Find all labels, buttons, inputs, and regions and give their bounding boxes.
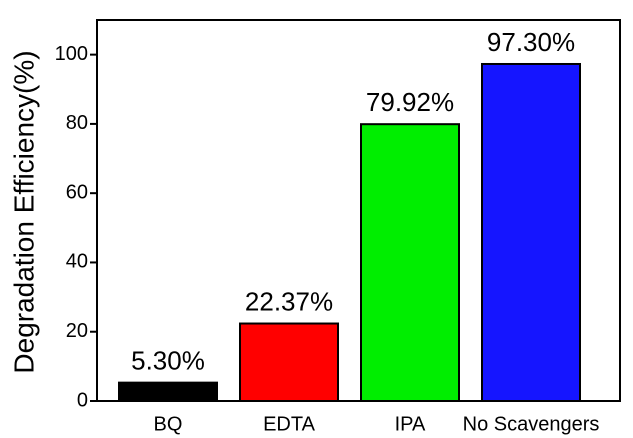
x-tick-label: EDTA	[263, 413, 316, 435]
value-label: 22.37%	[245, 286, 333, 316]
value-label: 97.30%	[487, 27, 575, 57]
y-tick-label: 20	[66, 320, 88, 342]
value-label: 5.30%	[131, 346, 205, 376]
y-tick-label: 60	[66, 181, 88, 203]
bar	[360, 123, 460, 402]
value-label: 79.92%	[366, 87, 454, 117]
y-tick-label: 0	[77, 389, 88, 411]
y-axis-label: Degradation Efficiency(%)	[8, 50, 39, 373]
plot-frame	[96, 19, 621, 402]
bar	[118, 381, 218, 403]
y-tick-label: 100	[55, 43, 88, 65]
bar	[239, 322, 339, 403]
x-tick-label: BQ	[154, 413, 183, 435]
bar	[481, 62, 581, 402]
x-tick-label: IPA	[395, 413, 426, 435]
x-tick-label: No Scavengers	[463, 413, 600, 435]
y-tick-label: 40	[66, 251, 88, 273]
y-tick-label: 80	[66, 112, 88, 134]
